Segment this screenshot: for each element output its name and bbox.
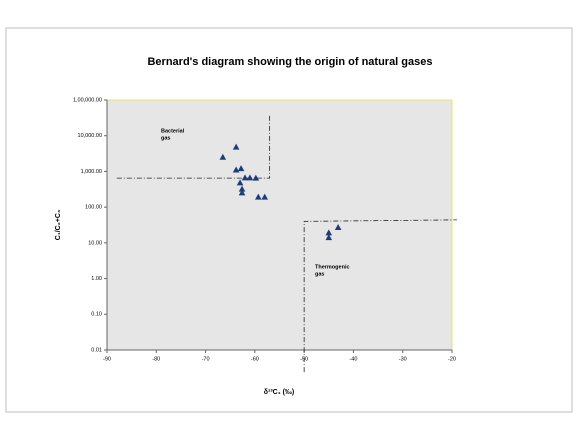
x-tick-label: -30 <box>399 356 407 362</box>
y-tick-label: 1,00,000.00 <box>73 97 102 103</box>
data-point <box>238 185 246 192</box>
y-tick-label: 10,000.00 <box>78 133 102 139</box>
chart-title: Bernard's diagram showing the origin of … <box>147 56 432 68</box>
x-tick-label: -70 <box>202 356 210 362</box>
x-tick-label: -80 <box>152 356 160 362</box>
y-tick-label: 0.10 <box>91 312 102 318</box>
data-point <box>252 174 260 181</box>
data-point <box>241 174 249 181</box>
annotation: Thermogenic <box>315 264 350 270</box>
data-point <box>325 234 333 241</box>
y-tick-label: 0.01 <box>91 347 102 353</box>
x-tick-label: -60 <box>251 356 259 362</box>
boundary-line <box>116 114 271 179</box>
y-axis-label: C₁/C₂+C₃ <box>55 210 62 240</box>
plot-area <box>107 100 452 350</box>
annotation: gas <box>315 271 324 277</box>
y-tick-label: 100.00 <box>85 205 102 211</box>
data-point <box>334 223 342 230</box>
x-tick-label: -20 <box>448 356 456 362</box>
x-axis-label: δ¹³C₁ (‰) <box>264 389 294 396</box>
data-point <box>237 165 245 172</box>
data-point <box>232 166 240 173</box>
x-tick-label: -90 <box>103 356 111 362</box>
data-point <box>261 193 269 200</box>
data-point <box>255 193 262 200</box>
data-point <box>232 143 240 150</box>
data-point <box>236 179 244 186</box>
y-tick-label: 1,000.00 <box>81 169 102 175</box>
x-tick-label: -40 <box>349 356 357 362</box>
annotation: Bacterial <box>161 128 185 134</box>
data-point <box>238 189 246 196</box>
data-point <box>325 229 333 236</box>
data-point <box>246 174 254 181</box>
y-tick-label: 10.00 <box>88 240 102 246</box>
data-point <box>219 153 227 160</box>
y-tick-label: 1.00 <box>91 276 102 282</box>
boundary-line <box>303 219 457 373</box>
annotation: gas <box>161 135 170 141</box>
